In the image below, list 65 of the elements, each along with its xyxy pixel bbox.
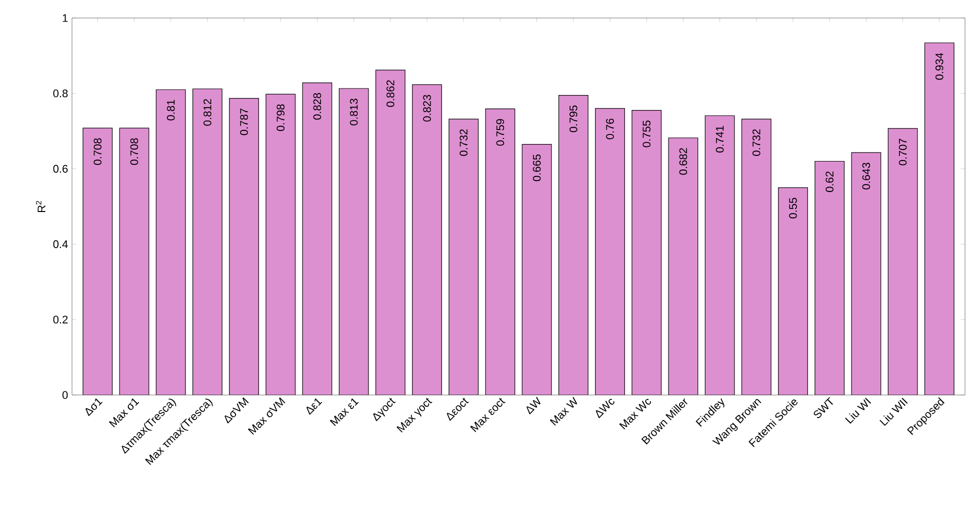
bar: [888, 128, 918, 395]
bar: [742, 119, 772, 395]
y-tick-label: 0.4: [53, 240, 68, 248]
data-label: 0.732: [752, 129, 760, 156]
data-label: 0.934: [935, 52, 944, 80]
y-tick-label: 0.2: [53, 316, 68, 324]
x-tick-label: Max W: [550, 396, 578, 426]
x-tick-label: ΔW: [526, 396, 541, 414]
x-tick-label: Liu WI: [845, 398, 872, 424]
data-label: 0.759: [496, 119, 504, 146]
y-tick-label: 0: [62, 391, 68, 399]
data-label: 0.682: [679, 148, 688, 175]
data-label: 0.76: [606, 118, 614, 140]
bar: [302, 82, 332, 395]
data-label: 0.795: [570, 105, 578, 132]
bar: [705, 116, 734, 395]
data-label: 0.708: [94, 138, 102, 165]
x-tick-label: Max ε1: [330, 398, 359, 426]
bar: [266, 94, 296, 395]
data-label: 0.55: [789, 198, 797, 218]
x-tick-label: Max γoct: [396, 398, 432, 433]
bar: [412, 84, 442, 395]
data-label: 0.81: [166, 100, 175, 120]
bar: [156, 90, 186, 395]
bar: [778, 188, 808, 395]
data-label: 0.707: [898, 138, 907, 166]
x-tick-label: Liu WII: [880, 398, 908, 426]
bar: [376, 70, 406, 395]
x-tick-label: Max εoct: [470, 398, 506, 432]
bar: [852, 152, 881, 395]
data-label: 0.823: [423, 94, 431, 122]
data-label: 0.741: [716, 126, 724, 152]
y-tick-label: 0.8: [53, 89, 68, 98]
bar: [82, 128, 112, 395]
data-label: 0.708: [130, 138, 138, 165]
x-tick-label: Δε1: [306, 398, 322, 415]
data-label: 0.812: [204, 99, 212, 126]
bar: [924, 42, 954, 395]
bar: [486, 108, 515, 395]
data-label: 0.787: [240, 108, 248, 136]
x-tick-label: Max Wc: [619, 398, 651, 430]
bar: [192, 88, 222, 395]
bar: [522, 144, 552, 395]
data-label: 0.798: [276, 104, 285, 131]
bar: [229, 98, 259, 395]
data-label: 0.813: [350, 98, 358, 126]
bar: [632, 110, 662, 395]
bar: [448, 119, 478, 395]
y-axis-title: R$^{2}$: [36, 201, 46, 212]
data-label: 0.643: [862, 162, 870, 190]
data-label: 0.732: [460, 129, 468, 156]
bar: [120, 128, 149, 395]
data-label: 0.755: [642, 120, 650, 148]
bar: [814, 161, 844, 395]
data-label: 0.62: [826, 172, 834, 192]
bar: [595, 108, 625, 395]
x-tick-label: Δσ1: [86, 398, 103, 416]
data-label: 0.665: [532, 154, 541, 182]
data-label: 0.862: [386, 80, 394, 107]
y-tick-label: 1: [62, 14, 68, 22]
y-tick-label: 0.6: [53, 164, 68, 173]
data-label: 0.828: [313, 93, 322, 120]
bar: [339, 88, 368, 395]
bar: [668, 138, 698, 395]
bar: [558, 95, 588, 395]
